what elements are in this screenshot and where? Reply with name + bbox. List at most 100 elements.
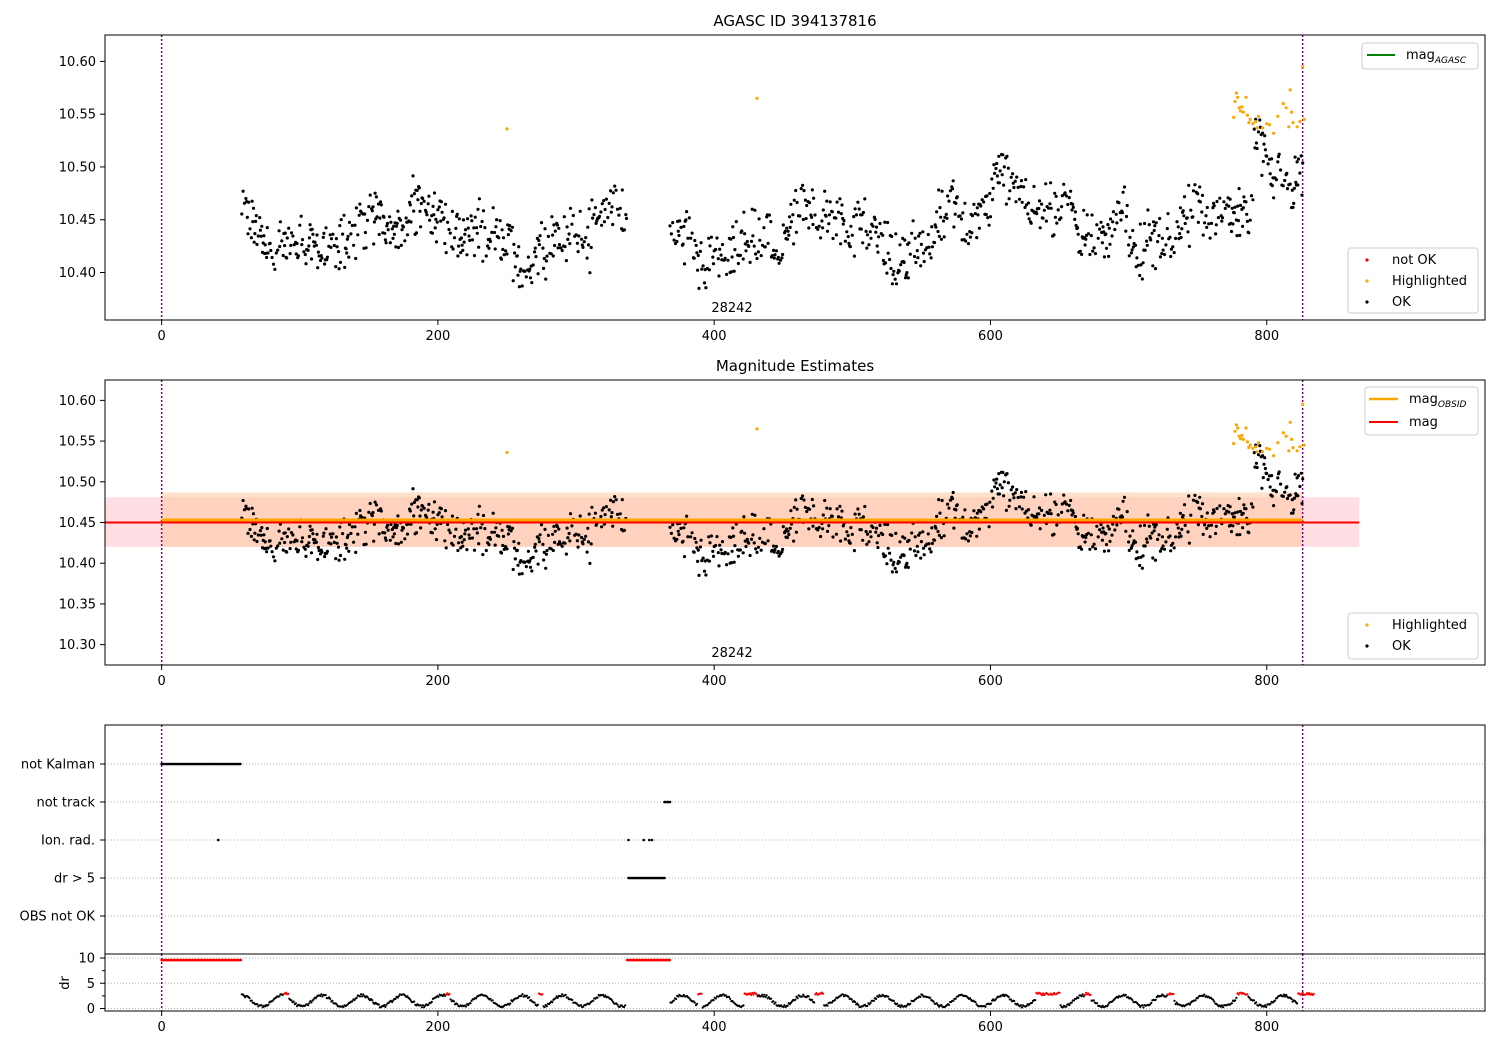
- dr-point: [802, 993, 805, 996]
- ok-point: [314, 540, 318, 544]
- ok-point: [1055, 523, 1059, 527]
- ok-point: [370, 514, 374, 518]
- ok-point: [576, 545, 580, 549]
- dr-point: [509, 1002, 512, 1005]
- dr-point: [612, 1000, 615, 1004]
- ok-point: [392, 525, 396, 530]
- ok-point: [336, 250, 341, 254]
- ok-point: [794, 230, 799, 234]
- highlighted-point: [1284, 434, 1288, 438]
- ok-point: [819, 236, 823, 240]
- ok-point: [702, 569, 707, 573]
- ok-point: [676, 529, 680, 533]
- ok-point: [1052, 532, 1056, 536]
- ok-point: [696, 559, 700, 564]
- ok-point: [910, 531, 914, 535]
- ok-point: [517, 541, 521, 545]
- x-tick-label: 200: [425, 1020, 450, 1035]
- ok-point: [1292, 496, 1296, 500]
- ok-point: [334, 265, 338, 269]
- ok-point: [493, 247, 497, 251]
- ok-point: [1191, 215, 1195, 219]
- ok-point: [610, 510, 614, 515]
- ok-point: [1091, 249, 1095, 253]
- ok-point: [785, 237, 790, 241]
- ok-point: [622, 528, 627, 533]
- ok-point: [501, 543, 505, 548]
- ok-point: [1143, 544, 1147, 548]
- y-tick-label: 10.45: [59, 516, 96, 531]
- ok-point: [1220, 216, 1225, 220]
- x-tick-label: 0: [157, 1020, 165, 1035]
- dr-point: [248, 997, 251, 1000]
- ok-point: [1149, 536, 1153, 540]
- ok-point: [505, 252, 509, 256]
- ok-point: [743, 531, 747, 535]
- ok-point: [1186, 530, 1190, 534]
- ok-point: [1125, 203, 1129, 208]
- ok-point: [280, 537, 284, 541]
- ok-point: [834, 216, 838, 220]
- ok-point: [1238, 203, 1243, 207]
- ok-point: [720, 540, 725, 544]
- dr-point: [441, 994, 444, 998]
- ok-point: [867, 540, 871, 544]
- ok-point: [1263, 466, 1267, 471]
- ok-point: [311, 232, 315, 236]
- ok-point: [337, 267, 341, 271]
- ok-point: [869, 535, 873, 539]
- ok-point: [725, 563, 729, 567]
- ok-point: [1263, 148, 1267, 152]
- ok-point: [493, 543, 497, 547]
- ok-point: [433, 226, 437, 230]
- ok-point: [811, 222, 815, 227]
- ok-point: [1230, 206, 1234, 210]
- ok-point: [373, 500, 377, 504]
- ok-point: [365, 218, 370, 222]
- ok-point: [404, 216, 408, 220]
- ok-point: [979, 204, 983, 208]
- ok-point: [488, 537, 492, 541]
- ok-point: [251, 512, 256, 516]
- ok-point: [285, 535, 289, 539]
- ok-point: [378, 216, 382, 220]
- flag-category-label: Ion. rad.: [41, 834, 95, 849]
- ok-point: [426, 202, 430, 206]
- panel1-frame: [104, 34, 1486, 321]
- ok-point: [447, 227, 451, 232]
- flag-point: [642, 838, 645, 842]
- ok-point: [886, 523, 890, 527]
- ok-point: [1261, 159, 1265, 164]
- dr-point: [1172, 992, 1175, 996]
- ok-point: [511, 279, 515, 283]
- ok-point: [876, 545, 880, 550]
- ok-point: [1017, 505, 1022, 509]
- ok-point: [785, 527, 789, 531]
- ok-point: [750, 207, 754, 211]
- dr-point: [830, 1001, 834, 1004]
- ok-point: [435, 220, 439, 224]
- dr-point: [525, 994, 529, 997]
- ok-point: [545, 254, 549, 258]
- ok-point: [394, 541, 398, 546]
- ok-point: [842, 219, 846, 223]
- dr-point: [896, 1002, 899, 1005]
- ok-point: [1032, 495, 1036, 499]
- dr-plot-area: [105, 954, 1485, 1011]
- ok-point: [1260, 486, 1264, 490]
- ok-point: [802, 189, 806, 193]
- highlighted-point: [1244, 95, 1248, 99]
- ok-point: [977, 226, 982, 230]
- ok-point: [455, 212, 459, 216]
- highlighted-point: [1302, 117, 1306, 121]
- ok-point: [609, 210, 613, 214]
- dr-point: [371, 999, 374, 1002]
- ok-point: [354, 256, 358, 261]
- ok-point: [347, 220, 352, 224]
- ok-point: [675, 239, 679, 244]
- ok-point: [930, 526, 934, 530]
- ok-point: [433, 527, 437, 531]
- ok-point: [1122, 495, 1127, 499]
- ok-point: [285, 236, 289, 240]
- dr-point: [430, 1000, 433, 1004]
